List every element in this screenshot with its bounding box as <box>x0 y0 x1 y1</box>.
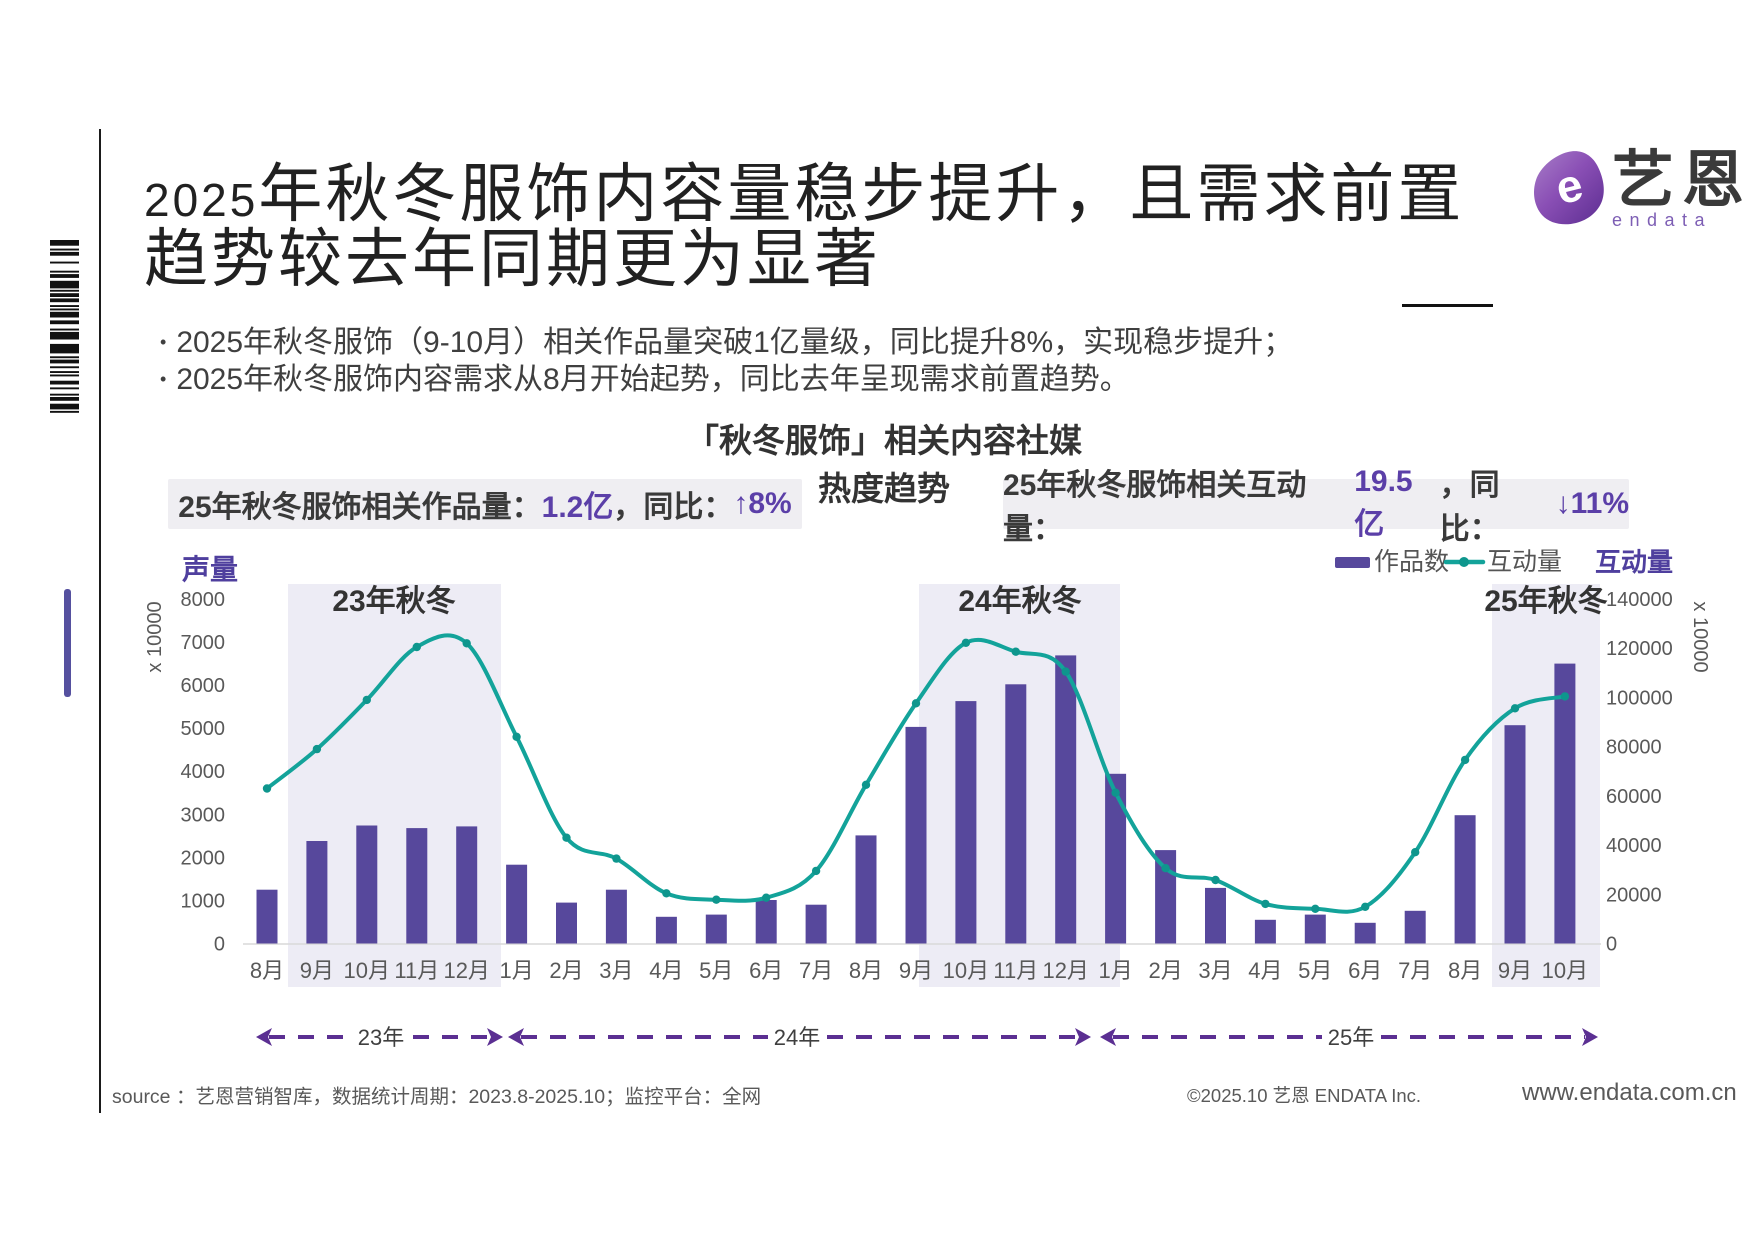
svg-text:60000: 60000 <box>1606 786 1662 808</box>
svg-text:10月: 10月 <box>943 958 989 983</box>
svg-text:6月: 6月 <box>749 958 783 983</box>
svg-text:12月: 12月 <box>443 958 489 983</box>
svg-text:2000: 2000 <box>181 847 226 869</box>
svg-text:8000: 8000 <box>181 589 226 611</box>
svg-text:8月: 8月 <box>1448 958 1482 983</box>
svg-text:3月: 3月 <box>1198 958 1232 983</box>
svg-text:0: 0 <box>1606 934 1617 956</box>
svg-text:140000: 140000 <box>1606 589 1673 611</box>
svg-text:4000: 4000 <box>181 761 226 783</box>
svg-text:23年秋冬: 23年秋冬 <box>332 585 455 618</box>
svg-text:4月: 4月 <box>1248 958 1282 983</box>
svg-text:12月: 12月 <box>1042 958 1088 983</box>
svg-text:10月: 10月 <box>1542 958 1588 983</box>
svg-text:24年秋冬: 24年秋冬 <box>958 585 1081 618</box>
svg-text:9月: 9月 <box>300 958 334 983</box>
svg-text:100000: 100000 <box>1606 687 1673 709</box>
svg-text:互动量: 互动量 <box>1595 547 1673 577</box>
svg-text:x 10000: x 10000 <box>1689 601 1711 672</box>
svg-text:作品数: 作品数 <box>1374 548 1449 576</box>
svg-text:0: 0 <box>214 934 225 956</box>
svg-text:80000: 80000 <box>1606 737 1662 759</box>
svg-text:4月: 4月 <box>649 958 683 983</box>
svg-text:3000: 3000 <box>181 804 226 826</box>
svg-text:2月: 2月 <box>1148 958 1182 983</box>
svg-text:8月: 8月 <box>250 958 284 983</box>
svg-text:2月: 2月 <box>549 958 583 983</box>
svg-text:7月: 7月 <box>1398 958 1432 983</box>
svg-text:x 10000: x 10000 <box>144 601 166 672</box>
svg-text:10月: 10月 <box>344 958 390 983</box>
svg-text:3月: 3月 <box>599 958 633 983</box>
svg-text:25年秋冬: 25年秋冬 <box>1484 585 1607 618</box>
svg-text:23年: 23年 <box>358 1025 404 1050</box>
svg-text:25年: 25年 <box>1328 1025 1374 1050</box>
svg-text:24年: 24年 <box>774 1025 820 1050</box>
svg-text:5000: 5000 <box>181 718 226 740</box>
svg-text:7000: 7000 <box>181 632 226 654</box>
svg-text:6000: 6000 <box>181 675 226 697</box>
svg-text:9月: 9月 <box>899 958 933 983</box>
svg-text:6月: 6月 <box>1348 958 1382 983</box>
svg-text:11月: 11月 <box>394 958 439 983</box>
svg-text:1月: 1月 <box>1098 958 1132 983</box>
svg-text:40000: 40000 <box>1606 835 1662 857</box>
svg-text:9月: 9月 <box>1498 958 1532 983</box>
svg-text:20000: 20000 <box>1606 884 1662 906</box>
svg-text:1月: 1月 <box>499 958 533 983</box>
svg-text:11月: 11月 <box>993 958 1038 983</box>
svg-text:120000: 120000 <box>1606 638 1673 660</box>
svg-text:5月: 5月 <box>699 958 733 983</box>
svg-text:互动量: 互动量 <box>1487 548 1562 576</box>
svg-text:8月: 8月 <box>849 958 883 983</box>
svg-text:1000: 1000 <box>181 890 226 912</box>
svg-text:5月: 5月 <box>1298 958 1332 983</box>
svg-text:7月: 7月 <box>799 958 833 983</box>
